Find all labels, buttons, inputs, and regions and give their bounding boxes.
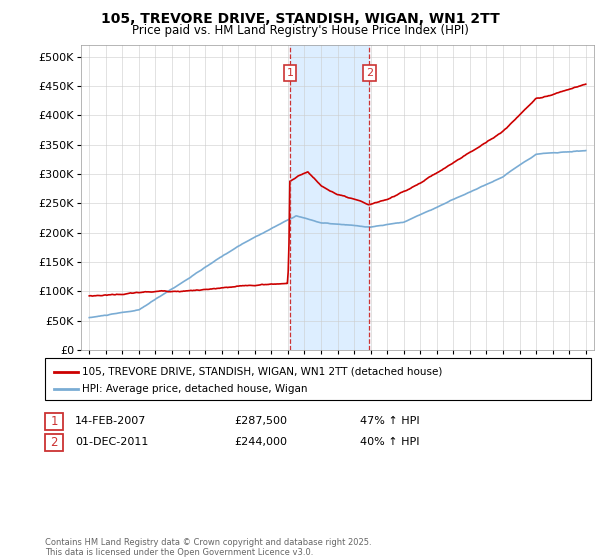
Bar <box>290 45 369 350</box>
Text: 40% ↑ HPI: 40% ↑ HPI <box>360 437 419 447</box>
Text: 2: 2 <box>50 436 58 449</box>
Text: 105, TREVORE DRIVE, STANDISH, WIGAN, WN1 2TT (detached house): 105, TREVORE DRIVE, STANDISH, WIGAN, WN1… <box>82 367 443 377</box>
Text: 47% ↑ HPI: 47% ↑ HPI <box>360 416 419 426</box>
Text: £244,000: £244,000 <box>234 437 287 447</box>
Text: 105, TREVORE DRIVE, STANDISH, WIGAN, WN1 2TT: 105, TREVORE DRIVE, STANDISH, WIGAN, WN1… <box>101 12 499 26</box>
Text: HPI: Average price, detached house, Wigan: HPI: Average price, detached house, Wiga… <box>82 384 308 394</box>
Text: Price paid vs. HM Land Registry's House Price Index (HPI): Price paid vs. HM Land Registry's House … <box>131 24 469 36</box>
Text: 1: 1 <box>286 68 293 78</box>
Text: £287,500: £287,500 <box>234 416 287 426</box>
Text: 2: 2 <box>366 68 373 78</box>
Text: 01-DEC-2011: 01-DEC-2011 <box>75 437 148 447</box>
Text: 14-FEB-2007: 14-FEB-2007 <box>75 416 146 426</box>
Text: 1: 1 <box>50 414 58 428</box>
Text: Contains HM Land Registry data © Crown copyright and database right 2025.
This d: Contains HM Land Registry data © Crown c… <box>45 538 371 557</box>
